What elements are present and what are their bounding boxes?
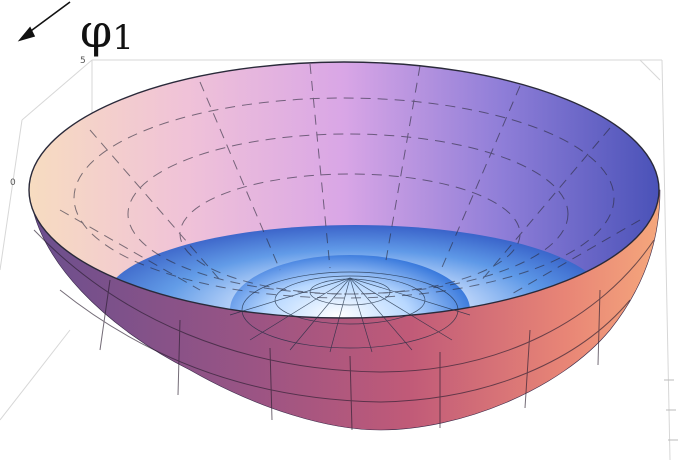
central-hump <box>230 255 470 318</box>
inner-mesh <box>59 63 641 299</box>
phi-subscript: 1 <box>112 18 134 58</box>
phi-axis-label: φ1 <box>80 8 134 55</box>
right-scale-ticks <box>664 379 678 441</box>
axis-arrow <box>17 1 71 42</box>
tick-label-top: 5 <box>80 56 86 66</box>
hump-mesh <box>229 271 471 353</box>
outer-mesh <box>33 229 655 431</box>
bounding-box <box>0 59 671 461</box>
phi-symbol: φ <box>80 4 113 58</box>
tick-label-left: 0 <box>10 178 16 188</box>
bowl-rim <box>28 61 660 319</box>
bowl-floor <box>105 225 605 318</box>
